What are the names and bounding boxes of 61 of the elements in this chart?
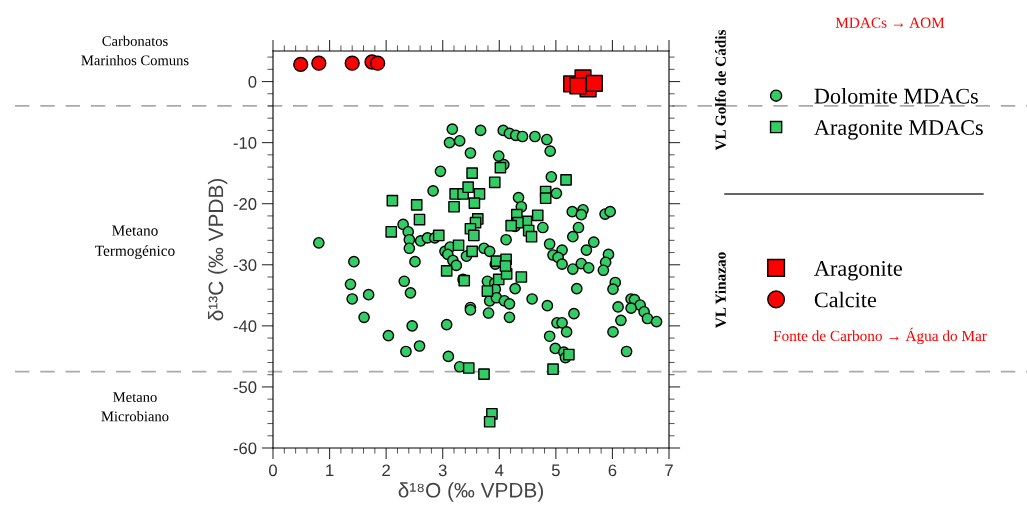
point	[344, 55, 360, 71]
point	[560, 174, 572, 186]
legend-label: Calcite	[814, 291, 877, 308]
point	[488, 176, 501, 189]
point	[462, 362, 475, 374]
x-tick-label: 3	[438, 464, 447, 477]
y-axis-title: δ¹³C (‰ VPDB)	[207, 179, 228, 321]
point	[462, 181, 475, 194]
point	[563, 348, 575, 361]
point	[468, 197, 481, 209]
point	[499, 260, 512, 272]
legend-label: Dolomite MDACs	[814, 88, 978, 104]
point	[466, 167, 478, 179]
point	[525, 230, 538, 243]
point	[410, 199, 423, 211]
point	[370, 55, 386, 71]
x-tick-label: 0	[269, 464, 277, 477]
point	[585, 74, 603, 92]
text: Carbonatos Marinhos Comuns	[81, 35, 189, 66]
y-tick-label: -20	[233, 198, 257, 210]
point	[452, 239, 465, 252]
point	[539, 192, 552, 205]
point	[432, 229, 445, 242]
x-tick-label: 6	[608, 464, 617, 477]
y-tick-label: -30	[233, 259, 257, 271]
point	[483, 415, 496, 428]
point	[440, 265, 453, 277]
y-tick-label: -40	[233, 320, 257, 333]
point	[293, 56, 309, 73]
y-tick-label: -60	[233, 442, 257, 455]
point	[311, 55, 327, 71]
x-axis-title: δ¹⁸O (‰ VPDB)	[398, 482, 543, 502]
point	[448, 200, 460, 213]
point	[515, 271, 528, 283]
point	[481, 285, 494, 297]
source-note: Fonte de Carbono → Água do Mar	[773, 327, 987, 345]
point	[386, 194, 399, 207]
text: VL Yinazao	[715, 252, 726, 329]
text: Metano Microbiano	[101, 392, 169, 422]
point	[569, 77, 587, 95]
x-tick-label: 7	[665, 464, 673, 477]
point	[531, 209, 544, 222]
y-tick-label: -10	[233, 137, 257, 149]
point	[466, 245, 478, 258]
x-tick-label: 4	[495, 464, 504, 477]
y-tick-label: 0	[248, 75, 257, 88]
x-tick-label: 5	[551, 464, 560, 477]
point	[385, 225, 398, 238]
x-tick-label: 2	[382, 464, 390, 477]
point	[467, 229, 480, 242]
point	[413, 213, 426, 226]
point	[478, 368, 490, 380]
text: Metano Termogénico	[95, 225, 175, 260]
x-tick-label: 1	[326, 464, 334, 477]
legend-label: Aragonite	[814, 260, 902, 281]
legend-label: Aragonite MDACs	[814, 120, 983, 140]
text: VL Golfo de Cádis	[714, 29, 726, 151]
point	[547, 363, 559, 376]
point	[505, 219, 518, 232]
text: MDACs → AOM	[835, 17, 945, 28]
y-tick-label: -50	[233, 381, 257, 394]
